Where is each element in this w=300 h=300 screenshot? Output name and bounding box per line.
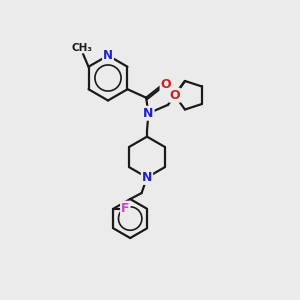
Text: N: N [143,107,154,120]
Text: O: O [160,78,171,91]
Text: N: N [142,171,152,184]
Text: O: O [169,89,180,102]
Text: F: F [121,202,130,215]
Text: CH₃: CH₃ [71,43,92,52]
Text: N: N [103,49,113,62]
